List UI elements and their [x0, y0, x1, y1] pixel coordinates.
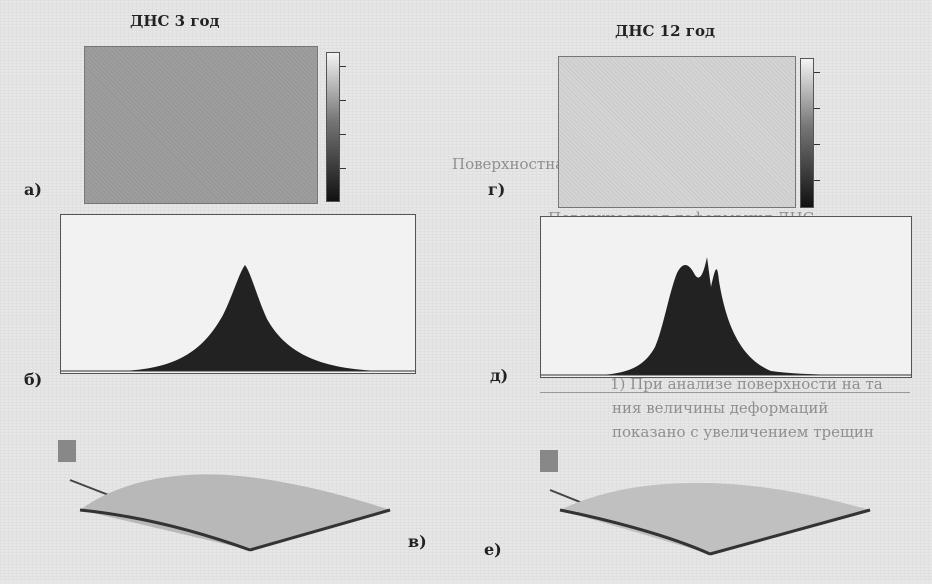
colorbar-a	[326, 52, 340, 202]
histogram-d	[540, 216, 912, 378]
right-figure-title: ДНС 12 год	[615, 22, 715, 40]
label-g: г)	[488, 180, 506, 199]
colorbar-a-tick	[340, 134, 346, 135]
bg-text-line-3: 1) При анализе поверхности на та	[610, 375, 883, 393]
colorbar-g	[800, 58, 814, 208]
histogram-b-plot	[61, 265, 415, 372]
colorbar-a-tick	[340, 66, 346, 67]
label-b: б)	[24, 370, 43, 389]
histogram-b	[60, 214, 416, 374]
colorbar-g-tick	[814, 144, 820, 145]
surface-plot-v	[40, 440, 420, 580]
label-a: а)	[24, 180, 42, 199]
surface-plot-e	[520, 450, 900, 580]
label-d: д)	[490, 366, 509, 385]
bg-text-line-4: ния величины деформаций	[612, 399, 829, 417]
histogram-axis-line	[540, 392, 910, 393]
heatmap-g	[558, 56, 796, 208]
label-v: в)	[408, 532, 427, 551]
colorbar-g-tick	[814, 180, 820, 181]
colorbar-g-tick	[814, 108, 820, 109]
surface-plot-e-svg	[540, 450, 871, 556]
histogram-d-plot	[541, 257, 911, 376]
label-e: е)	[484, 540, 502, 559]
colorbar-a-tick	[340, 168, 346, 169]
colorbar-a-tick	[340, 100, 346, 101]
heatmap-a	[84, 46, 318, 204]
bg-text-line-5: показано с увеличением трещин	[612, 423, 874, 441]
colorbar-g-tick	[814, 72, 820, 73]
surface-plot-v-svg	[58, 440, 391, 552]
left-figure-title: ДНС 3 год	[130, 12, 220, 30]
